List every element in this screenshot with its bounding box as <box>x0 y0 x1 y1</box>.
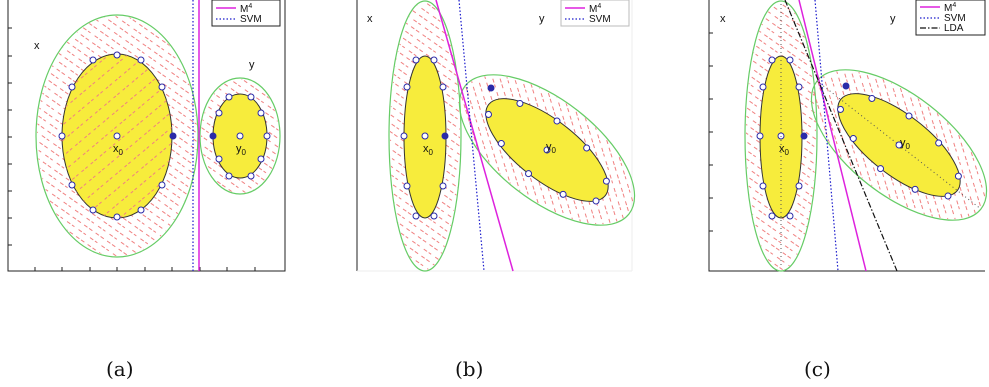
panel-b-support-vector-x <box>441 132 449 140</box>
panel-a-legend-m4: M4 <box>240 3 252 15</box>
panel-a-ticks <box>8 27 256 271</box>
panel-c-center-y: y0 <box>900 137 911 151</box>
panel-c-legend-svm: SVM <box>944 13 966 24</box>
panel-a-support-vector-y <box>209 132 217 140</box>
panel-b-faint-ticks <box>357 0 633 272</box>
panel-c-label-y: y <box>890 13 896 25</box>
panel-a-outer-ellipse-x <box>35 14 199 258</box>
caption-a: (a) <box>106 357 134 381</box>
panel-c-m4-line <box>798 0 867 272</box>
panel-a-legend: M4 SVM <box>211 0 281 27</box>
panel-b-label-x: x <box>367 13 373 25</box>
panel-c-legend: M4 SVM LDA <box>915 0 986 36</box>
panel-b-outer-ellipse-y <box>458 74 636 226</box>
panel-a-center-y: y0 <box>236 143 247 157</box>
panel-a: x y x0 y0 M4 SVM <box>7 0 286 272</box>
panel-c: x y x0 y0 M4 SVM LDA <box>708 0 988 272</box>
panel-b-markers-x <box>400 56 447 220</box>
panel-a-outer-ellipse-y <box>199 77 281 195</box>
panel-c-axes <box>708 0 985 272</box>
panel-a-axes <box>7 0 286 272</box>
panel-b-center-y: y0 <box>546 141 557 155</box>
panel-c-label-x: x <box>720 13 726 25</box>
panel-b-center-x: x0 <box>423 143 434 157</box>
panel-c-markers-x <box>756 56 803 220</box>
panel-a-support-vector-x <box>169 132 177 140</box>
panel-c-legend-lda: LDA <box>944 23 964 34</box>
caption-c: (c) <box>804 357 831 381</box>
panel-a-markers-y <box>215 93 271 180</box>
panel-a-label-y: y <box>249 59 255 71</box>
panel-b-outer-ellipse-x <box>388 0 462 272</box>
panel-c-ellipse-y-group <box>810 69 988 221</box>
panel-b-markers-y <box>484 99 610 205</box>
panel-b-legend-svm: SVM <box>589 14 611 25</box>
panel-a-markers-x <box>58 51 166 221</box>
panel-a-center-x: x0 <box>113 143 124 157</box>
panel-c-support-vector-x <box>800 132 808 140</box>
panel-c-support-vector-y <box>842 82 850 90</box>
panel-c-center-x: x0 <box>779 143 790 157</box>
panel-c-ticks <box>709 32 713 232</box>
panel-c-legend-m4: M4 <box>944 2 956 14</box>
panel-b-ellipse-y-group <box>458 74 636 226</box>
panel-a-legend-svm: SVM <box>240 14 262 25</box>
panel-b-label-y: y <box>539 13 545 25</box>
panel-b-support-vector-y <box>487 84 495 92</box>
panel-c-outer-ellipse-x <box>744 0 818 272</box>
panel-a-label-x: x <box>34 40 40 52</box>
panel-b-legend-m4: M4 <box>589 3 601 15</box>
panel-c-lda-line <box>784 0 898 272</box>
panel-c-markers-y <box>836 94 962 200</box>
panel-b-legend: M4 SVM <box>560 0 630 27</box>
panel-c-outer-ellipse-y <box>810 69 988 221</box>
panel-b-m4-line <box>435 0 514 272</box>
panel-b: x y x0 y0 M4 SVM <box>356 0 636 272</box>
caption-b: (b) <box>455 357 484 381</box>
